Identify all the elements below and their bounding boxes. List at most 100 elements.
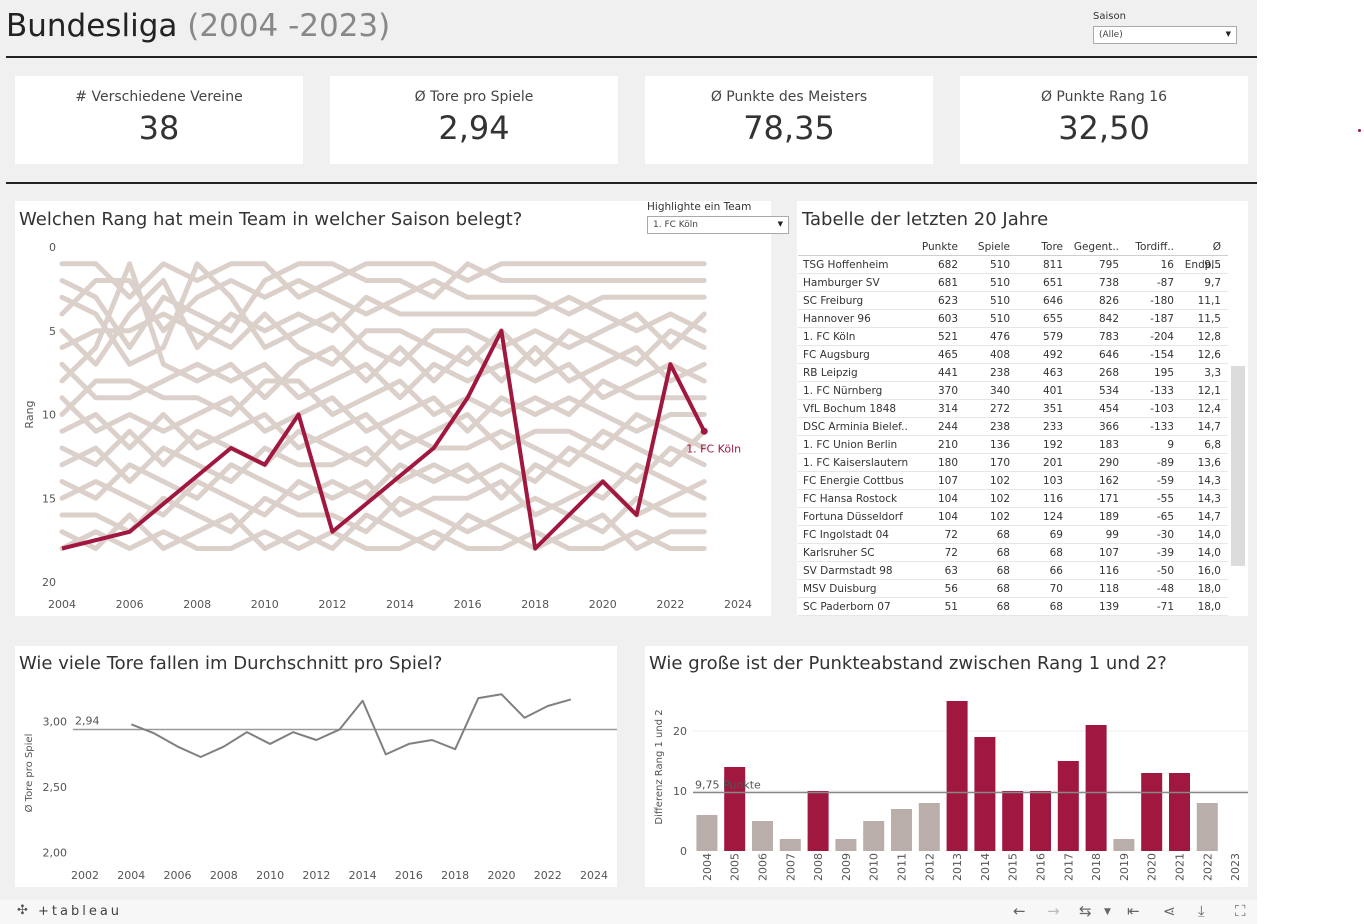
x-tick-label: 2016	[454, 598, 482, 611]
cell-value: 68	[996, 583, 1010, 595]
cell-team: 1. FC Köln	[803, 331, 856, 343]
cell-value: -48	[1156, 583, 1174, 595]
cell-value: 681	[937, 277, 958, 289]
cell-value: 103	[1042, 475, 1063, 487]
goals-series-line	[130, 693, 572, 758]
goals-chart[interactable]: 2,00 2,50 3,00 2002 2004 2006 2008 2010 2012 2014…	[15, 683, 617, 887]
table-row: 1. FC Union Berlin 210 136 192 183 9 6,8	[798, 436, 1228, 454]
highlight-end-point	[700, 427, 708, 435]
table-row: MSV Duisburg 56 68 70 118 -48 18,0	[798, 580, 1228, 598]
team-rank-line	[59, 445, 707, 484]
tableau-logo-icon: ✣	[17, 903, 28, 918]
cell-value: 171	[1098, 493, 1119, 505]
cell-team: Fortuna Düsseldorf	[803, 511, 903, 523]
x-tick-label: 2014	[386, 598, 414, 611]
reset-icon[interactable]: ⇤	[1127, 902, 1140, 920]
x-tick-label: 2012	[318, 598, 346, 611]
cell-team: SV Darmstadt 98	[803, 565, 893, 577]
cell-value: 68	[996, 547, 1010, 559]
y-axis-title: Rang	[23, 400, 36, 428]
cell-value: 51	[944, 601, 958, 613]
cell-value: 68	[996, 565, 1010, 577]
table-row: FC Ingolstadt 04 72 68 69 99 -30 14,0	[798, 526, 1228, 544]
x-tick-label: 2006	[116, 598, 144, 611]
highlight-series-label: 1. FC Köln	[686, 442, 741, 455]
x-tick-label: 2007	[784, 853, 797, 881]
y-tick-label: 20	[673, 725, 687, 738]
y-tick-label: 10	[673, 785, 687, 798]
cell-value: 238	[989, 421, 1010, 433]
y-tick-label: 5	[49, 325, 56, 338]
table-row: Hamburger SV 681 510 651 738 -87 9,7	[798, 274, 1228, 292]
cell-value: 189	[1098, 511, 1119, 523]
cell-value: Gegent..	[1073, 241, 1119, 253]
y-tick-label: 2,50	[43, 781, 68, 794]
cell-value: 510	[989, 295, 1010, 307]
bar	[1085, 725, 1107, 851]
gap-panel-title: Wie große ist der Punkteabstand zwischen…	[649, 653, 1167, 674]
share-icon[interactable]: ⋖	[1163, 902, 1176, 920]
table-row: Karlsruher SC 72 68 68 107 -39 14,0	[798, 544, 1228, 562]
cell-value: -180	[1150, 295, 1174, 307]
cell-team: VfL Bochum 1848	[803, 403, 897, 415]
cell-value: -89	[1156, 457, 1174, 469]
cell-team: FC Hansa Rostock	[803, 493, 898, 505]
table-scrollbar[interactable]	[1231, 366, 1245, 566]
table-row: VfL Bochum 1848 314 272 351 454 -103 12,4	[798, 400, 1228, 418]
x-tick-label: 2018	[441, 869, 469, 882]
y-tick-label: 15	[42, 492, 56, 505]
cell-value: 104	[937, 511, 958, 523]
cell-value: -71	[1156, 601, 1174, 613]
cell-value: 401	[1042, 385, 1063, 397]
bar	[863, 821, 885, 851]
cell-value: 14,7	[1197, 421, 1221, 433]
bar	[1141, 773, 1163, 851]
revert-icon[interactable]: ⇆	[1079, 902, 1092, 920]
cell-value: 72	[944, 529, 958, 541]
cell-value: 16	[1160, 259, 1174, 271]
x-tick-label: 2019	[1118, 853, 1131, 881]
cell-value: Spiele	[977, 241, 1010, 253]
reference-line-label: 9,75 Punkte	[695, 779, 761, 792]
cell-value: -133	[1150, 421, 1174, 433]
bar	[1113, 839, 1135, 851]
cell-value: 68	[996, 529, 1010, 541]
fullscreen-icon[interactable]: ⛶	[1235, 902, 1246, 920]
redo-icon[interactable]: →	[1047, 902, 1060, 920]
cell-value: Tore	[1041, 241, 1063, 253]
season-filter-dropdown[interactable]: (Alle) ▼	[1093, 26, 1237, 44]
cell-value: 272	[989, 403, 1010, 415]
cell-team: SC Paderborn 07	[803, 601, 891, 613]
revert-menu-icon[interactable]: ▼	[1104, 907, 1111, 917]
y-tick-label: 0	[680, 845, 687, 858]
x-tick-label: 2005	[729, 853, 742, 881]
cell-team: FC Energie Cottbus	[803, 475, 904, 487]
goals-panel-title: Wie viele Tore fallen im Durchschnitt pr…	[19, 653, 443, 674]
x-tick-label: 2012	[302, 869, 330, 882]
cell-value: 682	[937, 259, 958, 271]
cell-team: Hamburger SV	[803, 277, 880, 289]
table-row: 1. FC Nürnberg 370 340 401 534 -133 12,1	[798, 382, 1228, 400]
cell-team: Karlsruher SC	[803, 547, 875, 559]
tableau-logo: +tableau	[38, 904, 123, 919]
cell-value: 14,3	[1197, 493, 1221, 505]
rank-chart[interactable]: 0 5 10 15 20 2004 2006 2008 2010 2012 2014 2016 2018…	[15, 238, 771, 616]
team-rank-line	[59, 261, 707, 300]
gap-chart[interactable]: 0 10 20 Differenz Rang 1 und 2 2004 2005 2006 2…	[645, 683, 1248, 887]
cell-value: -30	[1156, 529, 1174, 541]
cell-team: DSC Arminia Bielef..	[803, 421, 908, 433]
download-icon[interactable]: ⤓	[1198, 902, 1205, 920]
highlight-team-dropdown[interactable]: 1. FC Köln ▼	[647, 216, 789, 234]
team-rank-line	[59, 278, 707, 367]
cell-value: 13,6	[1197, 457, 1221, 469]
cell-value: 9,7	[1204, 277, 1221, 289]
team-rank-line	[59, 529, 707, 551]
undo-icon[interactable]: ←	[1013, 902, 1026, 920]
team-rank-line	[59, 395, 707, 434]
x-tick-label: 2021	[1174, 853, 1187, 881]
cell-value: 6,8	[1204, 439, 1221, 451]
cell-value: 14,0	[1197, 529, 1221, 541]
x-tick-label: 2010	[256, 869, 284, 882]
x-tick-label: 2016	[395, 869, 423, 882]
team-rank-line	[59, 261, 707, 401]
